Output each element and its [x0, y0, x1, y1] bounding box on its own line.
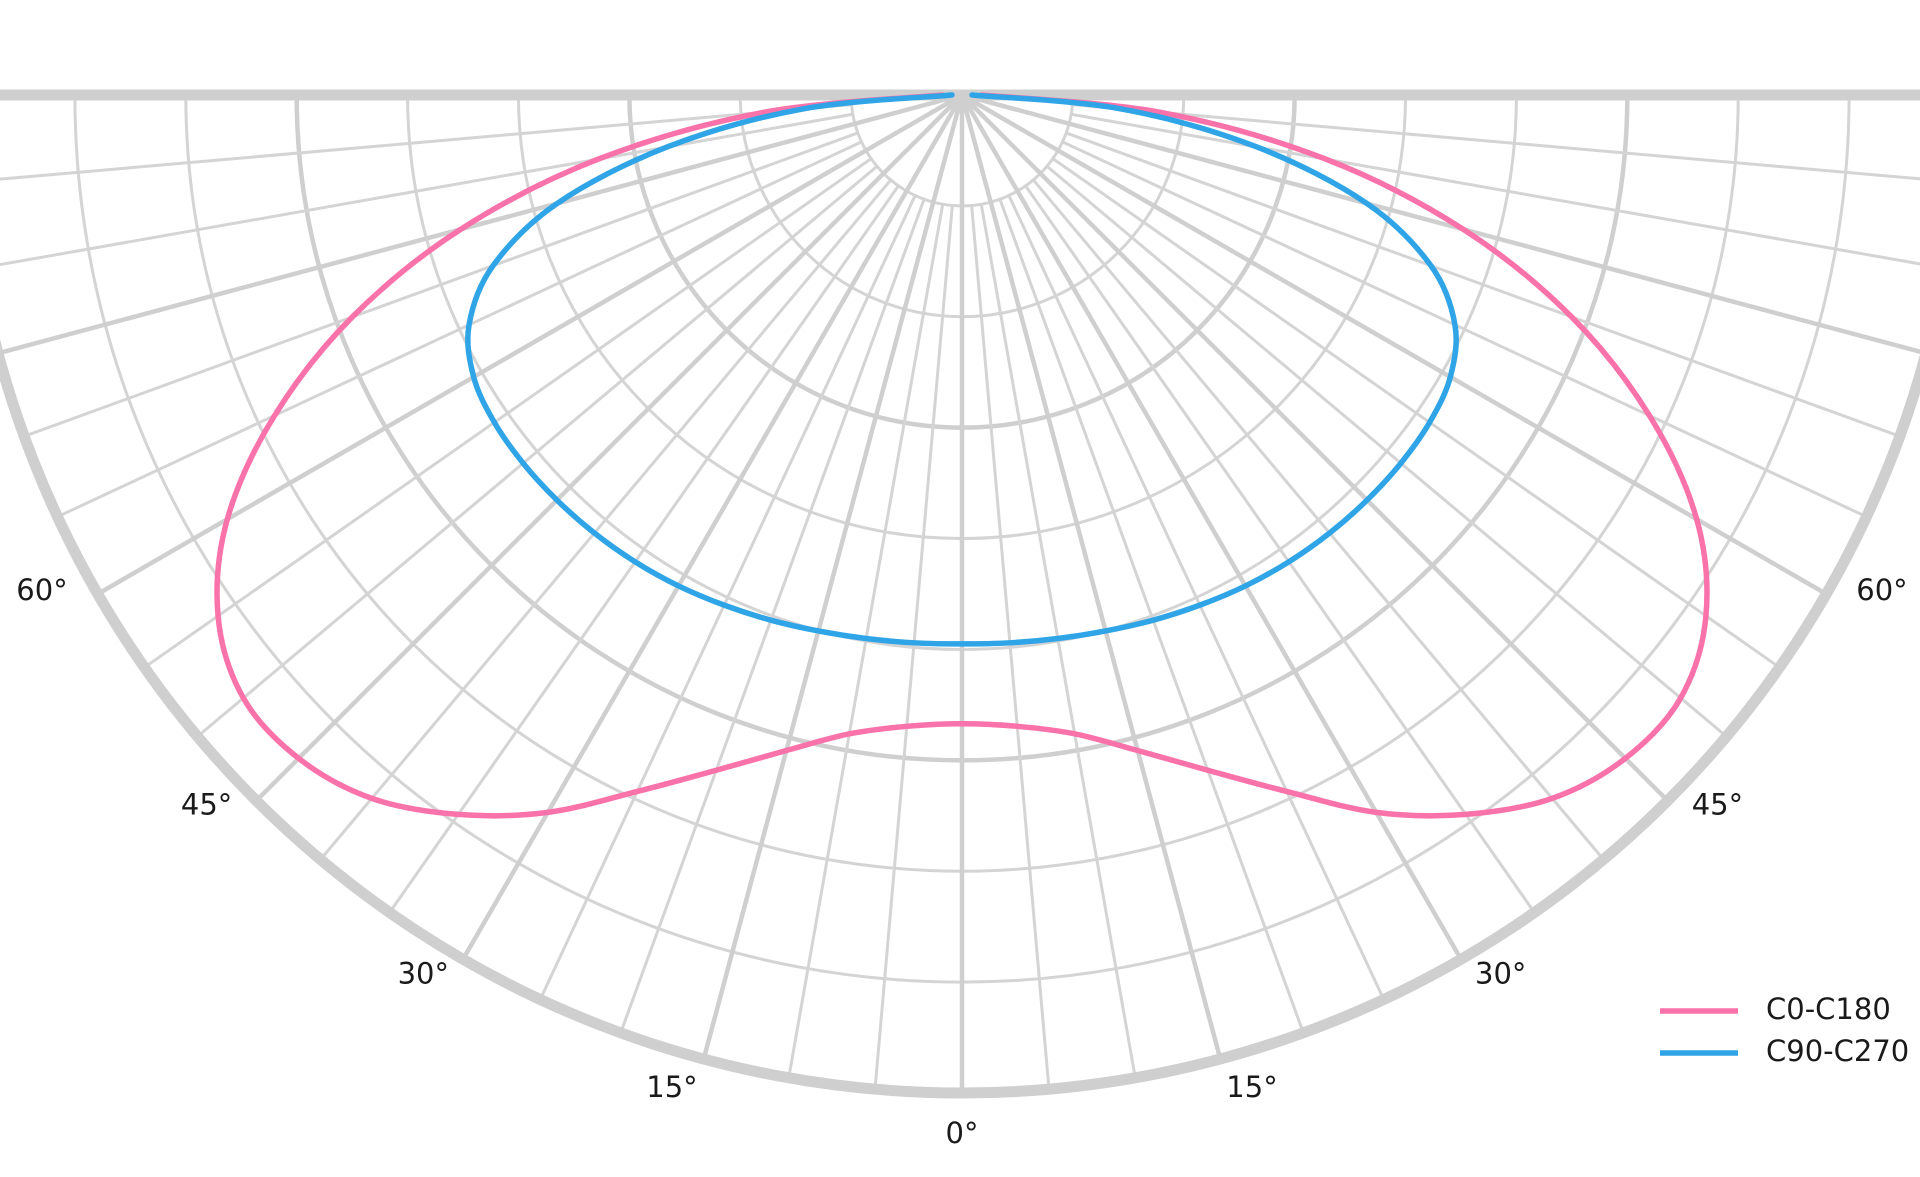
grid-ray	[1051, 157, 1782, 669]
grid-ray	[0, 112, 855, 267]
legend-label-c0-c180[interactable]: C0-C180	[1766, 992, 1891, 1026]
grid-ray	[1024, 184, 1536, 915]
grid-ray	[1045, 164, 1729, 739]
angular-tick-label-right-15: 15°	[1226, 1070, 1277, 1104]
grid-ray	[959, 92, 1920, 355]
grid-ray	[970, 203, 1051, 1091]
grid-ray	[873, 203, 954, 1091]
angular-tick-label-right-45: 45°	[1692, 788, 1743, 822]
angular-tick-label-bottom-0: 0°	[946, 1116, 979, 1150]
grid-ray	[56, 140, 864, 519]
data-curve-c0-c180	[214, 92, 1710, 819]
chart-legend: C0-C180 C90-C270	[1660, 992, 1909, 1068]
grid-outer-arc	[0, 338, 1920, 1099]
polar-grid	[0, 92, 1920, 1099]
angular-tick-label-left-60: 60°	[16, 573, 67, 607]
grid-ray	[0, 92, 965, 356]
grid-ray	[959, 92, 1670, 803]
angular-tick-label-right-30: 30°	[1475, 956, 1526, 990]
grid-ray	[1069, 112, 1920, 266]
angular-tick-label-left-45: 45°	[181, 788, 232, 822]
grid-ray	[1064, 131, 1902, 438]
grid-ray	[998, 197, 1305, 1035]
grid-ray	[388, 184, 900, 915]
data-curve-c90-c270	[465, 92, 1459, 647]
grid-ray	[1060, 140, 1868, 519]
grid-ray	[538, 193, 917, 1001]
angular-tick-labels: 90°75°60°45°30°15°0°15°30°45°60°75°90°	[16, 573, 1907, 1150]
grid-ray	[959, 92, 1829, 597]
angular-tick-label-left-30: 30°	[398, 956, 449, 990]
grid-ray	[1031, 178, 1606, 862]
grid-ray	[701, 92, 965, 1062]
grid-ray	[95, 92, 965, 597]
grid-ray	[1070, 103, 1920, 181]
grid-ray	[1007, 193, 1386, 1001]
grid-ray	[0, 103, 854, 181]
polar-curves	[214, 92, 1710, 819]
grid-ray	[22, 131, 860, 438]
grid-ray	[619, 197, 926, 1035]
angular-tick-label-left-15: 15°	[646, 1070, 697, 1104]
grid-ray	[142, 157, 873, 669]
grid-ray	[195, 164, 879, 739]
grid-ray	[254, 92, 965, 803]
grid-ray	[318, 178, 893, 862]
angular-tick-label-right-60: 60°	[1856, 573, 1907, 607]
legend-label-c90-c270[interactable]: C90-C270	[1766, 1034, 1909, 1068]
grid-ray	[959, 92, 1223, 1062]
